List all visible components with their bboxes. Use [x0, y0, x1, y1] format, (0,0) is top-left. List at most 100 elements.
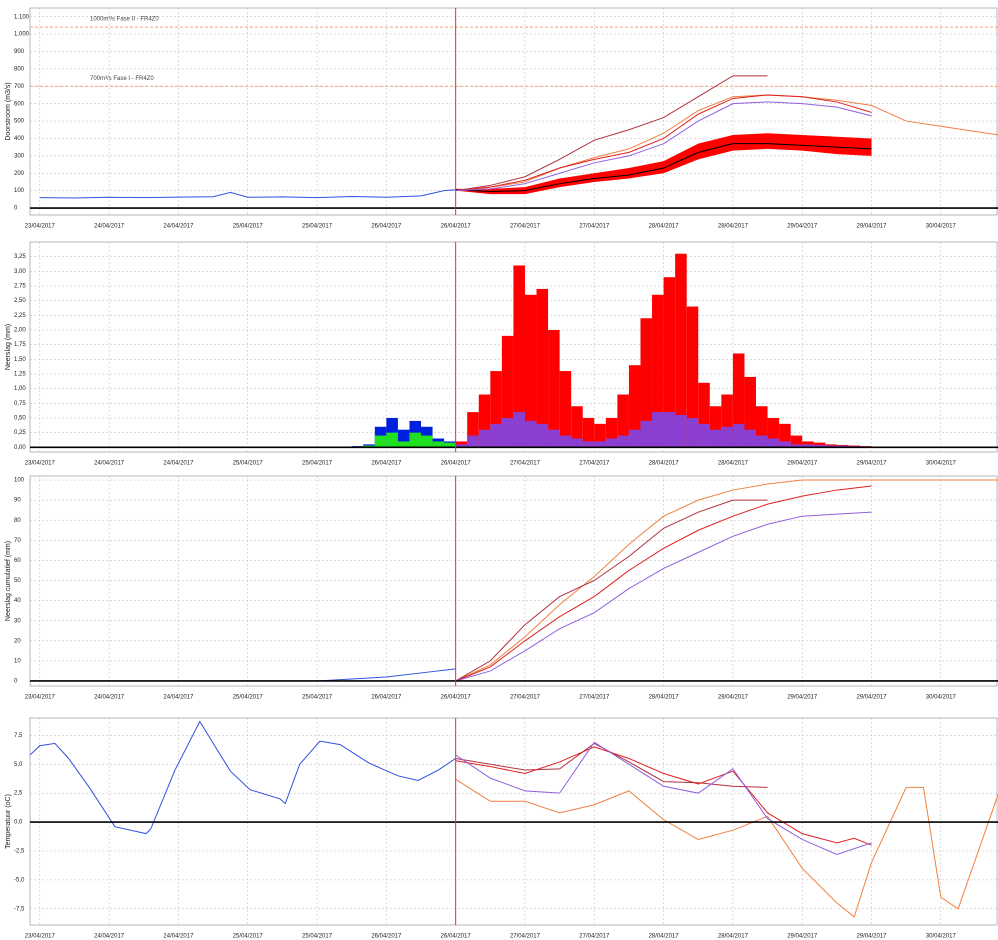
- y-tick-label: 90: [14, 498, 21, 504]
- bar: [779, 423, 791, 448]
- x-tick-label: 24/04/2017: [163, 461, 194, 467]
- line: [455, 741, 872, 855]
- line: [455, 746, 872, 846]
- bar: [802, 444, 814, 448]
- bar: [478, 394, 491, 448]
- x-tick-label: 24/04/2017: [94, 461, 125, 467]
- y-tick-label: 800: [14, 66, 25, 72]
- bar: [721, 426, 733, 448]
- bar: [686, 417, 699, 448]
- line: [455, 94, 872, 192]
- bar: [467, 412, 479, 448]
- y-tick-label: 1,25: [14, 372, 26, 378]
- y-tick-label: 2,00: [14, 328, 26, 334]
- bar: [652, 412, 664, 448]
- y-tick-label: 80: [14, 518, 21, 524]
- line: [455, 94, 998, 192]
- y-tick-label: 0,25: [14, 430, 26, 436]
- bar: [790, 435, 803, 448]
- y-axis-label: Doorstroom (m3/s): [5, 82, 12, 140]
- bar: [628, 365, 641, 448]
- bar: [501, 417, 514, 448]
- x-tick-label: 29/04/2017: [856, 695, 887, 701]
- x-tick-label: 24/04/2017: [163, 934, 194, 940]
- x-tick-label: 24/04/2017: [94, 934, 125, 940]
- bar: [513, 412, 525, 448]
- x-tick-label: 25/04/2017: [302, 695, 333, 701]
- bar: [744, 376, 756, 448]
- bar: [663, 412, 676, 448]
- y-tick-label: -7,5: [14, 906, 25, 912]
- y-tick-label: 2,5: [14, 791, 23, 797]
- x-tick-label: 27/04/2017: [579, 695, 610, 701]
- bar: [825, 445, 837, 448]
- y-tick-label: 300: [14, 153, 25, 159]
- bar: [732, 353, 745, 448]
- x-tick-label: 23/04/2017: [25, 695, 56, 701]
- bar: [559, 371, 572, 448]
- y-tick-label: 3,25: [14, 254, 26, 260]
- x-tick-label: 25/04/2017: [302, 461, 333, 467]
- bar: [501, 335, 514, 448]
- bar: [524, 420, 537, 448]
- x-tick-label: 28/04/2017: [718, 695, 749, 701]
- x-tick-label: 30/04/2017: [926, 695, 957, 701]
- y-axis-label: Neerslag cumulatief (mm): [5, 541, 12, 621]
- bar: [444, 442, 456, 448]
- bar: [813, 444, 826, 448]
- bar: [571, 406, 583, 448]
- panel: 23/04/2017 24/04/2017 24/04/2017 25/04/2017…: [5, 717, 998, 940]
- x-tick-label: 28/04/2017: [649, 224, 680, 230]
- bar: [652, 294, 664, 448]
- y-tick-label: 0,00: [14, 445, 26, 451]
- bar: [767, 438, 780, 448]
- y-tick-label: -2,5: [14, 849, 25, 855]
- y-tick-label: 0: [14, 679, 18, 685]
- y-tick-label: 0: [14, 206, 18, 212]
- x-tick-label: 28/04/2017: [718, 224, 749, 230]
- x-tick-label: 27/04/2017: [510, 461, 541, 467]
- bar: [790, 444, 803, 448]
- x-tick-label: 24/04/2017: [163, 695, 194, 701]
- y-tick-label: 10: [14, 658, 21, 664]
- bar: [513, 265, 525, 448]
- bar: [744, 429, 756, 448]
- bar: [432, 441, 445, 448]
- y-tick-label: 400: [14, 136, 25, 142]
- y-tick-label: 20: [14, 638, 21, 644]
- x-tick-label: 28/04/2017: [718, 461, 749, 467]
- x-tick-label: 26/04/2017: [371, 695, 402, 701]
- bar: [490, 371, 502, 448]
- x-tick-label: 28/04/2017: [649, 934, 680, 940]
- bar: [559, 435, 572, 448]
- y-tick-label: 1,75: [14, 342, 26, 348]
- y-tick-label: 2,75: [14, 284, 26, 290]
- bar: [571, 438, 583, 448]
- x-tick-label: 26/04/2017: [371, 224, 402, 230]
- bar: [524, 294, 537, 448]
- bar: [756, 406, 768, 448]
- line: [455, 499, 768, 682]
- y-tick-label: 50: [14, 578, 21, 584]
- y-axis-label: Neerslag (mm): [5, 324, 12, 370]
- y-tick-label: 0,0: [14, 820, 23, 826]
- bar: [732, 423, 745, 448]
- bar: [421, 435, 433, 448]
- y-tick-label: 1,00: [14, 386, 26, 392]
- y-tick-label: 3,00: [14, 269, 26, 275]
- x-tick-label: 29/04/2017: [787, 934, 818, 940]
- series-layer: [39, 75, 998, 199]
- bar: [721, 394, 733, 448]
- bar: [455, 444, 468, 448]
- x-tick-label: 30/04/2017: [926, 461, 957, 467]
- panel: 23/04/2017 24/04/2017 24/04/2017 25/04/2017…: [5, 7, 998, 230]
- x-tick-label: 26/04/2017: [371, 461, 402, 467]
- x-tick-label: 26/04/2017: [441, 461, 472, 467]
- x-tick-label: 27/04/2017: [510, 934, 541, 940]
- y-tick-label: 0,75: [14, 401, 26, 407]
- bar: [548, 429, 560, 448]
- x-tick-label: 23/04/2017: [25, 461, 56, 467]
- x-tick-label: 30/04/2017: [926, 934, 957, 940]
- bar: [548, 329, 560, 448]
- x-tick-label: 28/04/2017: [649, 461, 680, 467]
